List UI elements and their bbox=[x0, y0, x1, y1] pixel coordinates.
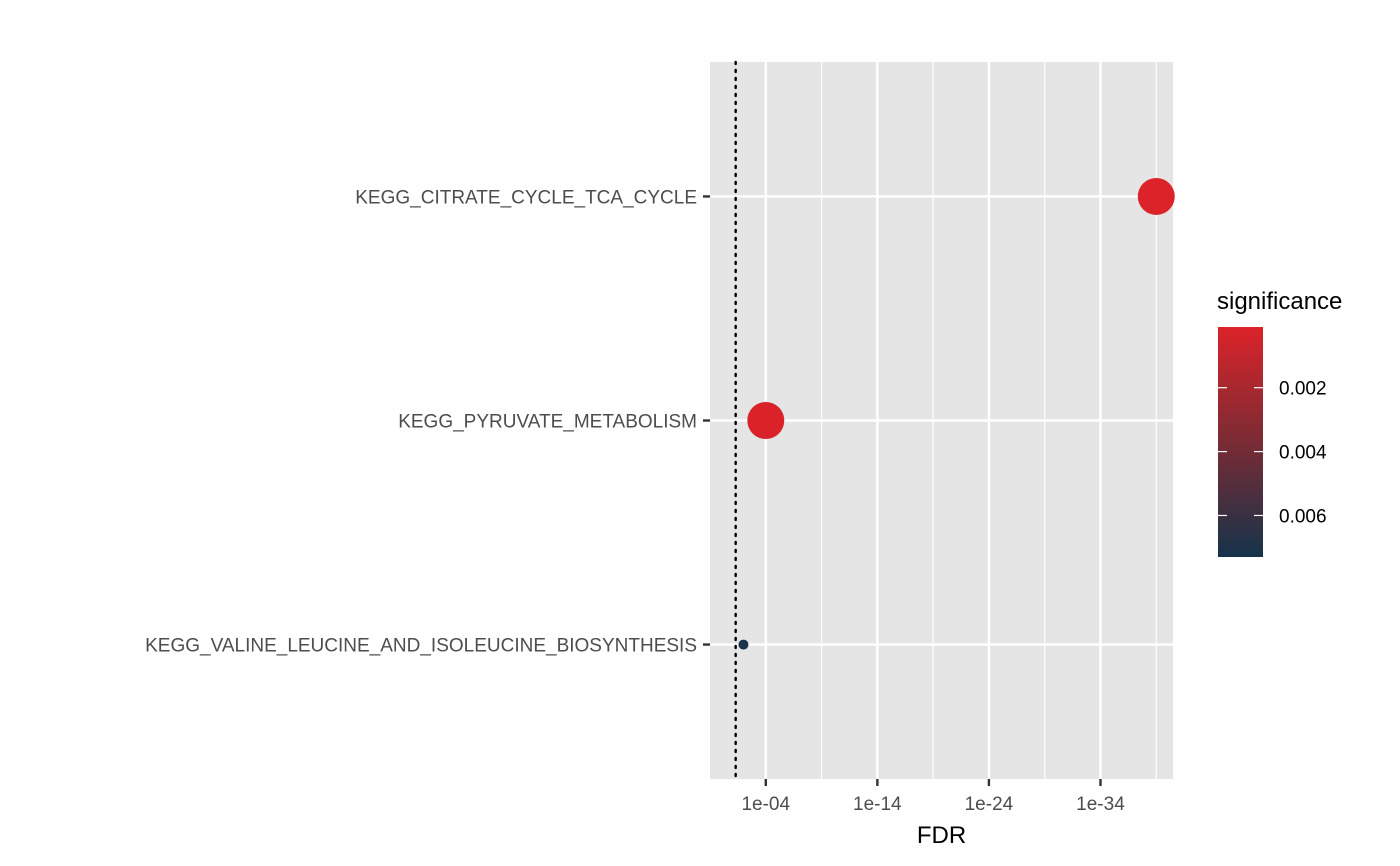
legend-tick-label: 0.004 bbox=[1279, 443, 1327, 464]
legend: significance 0.002 0.004 0.006 bbox=[1217, 288, 1342, 557]
data-point bbox=[738, 639, 749, 650]
legend-tick-label: 0.006 bbox=[1279, 506, 1327, 527]
data-point bbox=[747, 402, 785, 439]
y-axis-tick-label: KEGG_PYRUVATE_METABOLISM bbox=[398, 412, 697, 433]
data-points bbox=[738, 177, 1175, 650]
plot-panel-group bbox=[710, 60, 1175, 781]
y-axis-tick-label: KEGG_CITRATE_CYCLE_TCA_CYCLE bbox=[355, 187, 697, 208]
x-axis-tick-label: 1e-14 bbox=[853, 794, 902, 815]
x-axis: 1e-04 1e-14 1e-24 1e-34 bbox=[741, 779, 1125, 815]
major-gridlines bbox=[710, 62, 1173, 779]
legend-tick-label: 0.002 bbox=[1279, 379, 1327, 400]
y-axis-tick-label: KEGG_VALINE_LEUCINE_AND_ISOLEUCINE_BIOSY… bbox=[145, 636, 697, 657]
x-axis-tick-label: 1e-04 bbox=[741, 794, 790, 815]
legend-title: significance bbox=[1217, 288, 1342, 315]
y-axis: KEGG_CITRATE_CYCLE_TCA_CYCLE KEGG_PYRUVAT… bbox=[145, 187, 710, 657]
legend-ticks: 0.002 0.004 0.006 bbox=[1218, 379, 1327, 527]
x-axis-tick-label: 1e-24 bbox=[965, 794, 1014, 815]
legend-colorbar bbox=[1218, 327, 1263, 557]
x-axis-tick-label: 1e-34 bbox=[1076, 794, 1125, 815]
data-point bbox=[1137, 177, 1175, 215]
x-axis-title: FDR bbox=[917, 822, 966, 849]
